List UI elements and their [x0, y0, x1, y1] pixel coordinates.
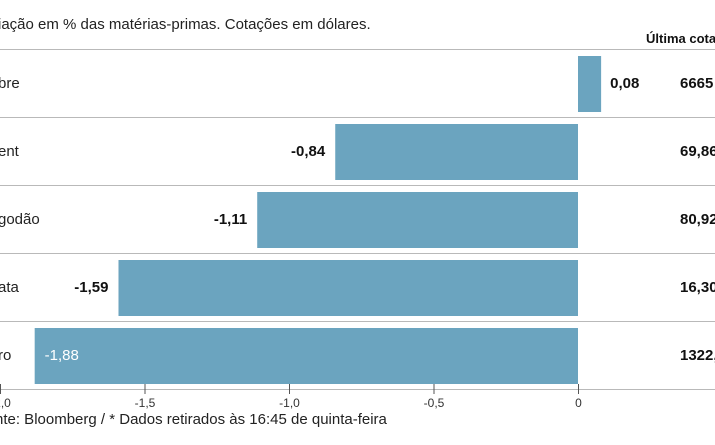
source-note: nte: Bloomberg / * Dados retirados às 16…: [0, 411, 387, 428]
value-label: -1,59: [74, 279, 108, 296]
bar: [118, 260, 579, 316]
category-label: godão: [0, 211, 40, 228]
bar: [578, 56, 602, 112]
bar: [335, 124, 578, 180]
x-tick-label: -1,5: [135, 396, 156, 410]
price-value: 16,3029: [680, 279, 715, 296]
bar: [257, 192, 578, 248]
price-value: 6665: [680, 75, 713, 92]
value-label: -1,88: [45, 347, 79, 364]
category-label: ata: [0, 279, 20, 296]
price-column-header: Última cotaç: [646, 31, 715, 46]
value-label: -0,84: [291, 143, 326, 160]
value-label: 0,08: [610, 75, 639, 92]
price-value: 69,86: [680, 143, 715, 160]
price-value: 1322,05: [680, 347, 715, 364]
x-tick-label: -1,0: [279, 396, 300, 410]
category-label: ro: [0, 347, 11, 364]
x-tick-label: -0,5: [424, 396, 445, 410]
category-label: bre: [0, 75, 20, 92]
x-tick-label: -2,0: [0, 396, 11, 410]
category-label: ent: [0, 143, 20, 160]
chart-subtitle: riação em % das matérias-primas. Cotaçõe…: [0, 16, 371, 33]
value-label: -1,11: [214, 211, 247, 228]
bar: [34, 328, 579, 384]
x-tick-label: 0: [575, 396, 582, 410]
price-value: 80,92: [680, 211, 715, 228]
